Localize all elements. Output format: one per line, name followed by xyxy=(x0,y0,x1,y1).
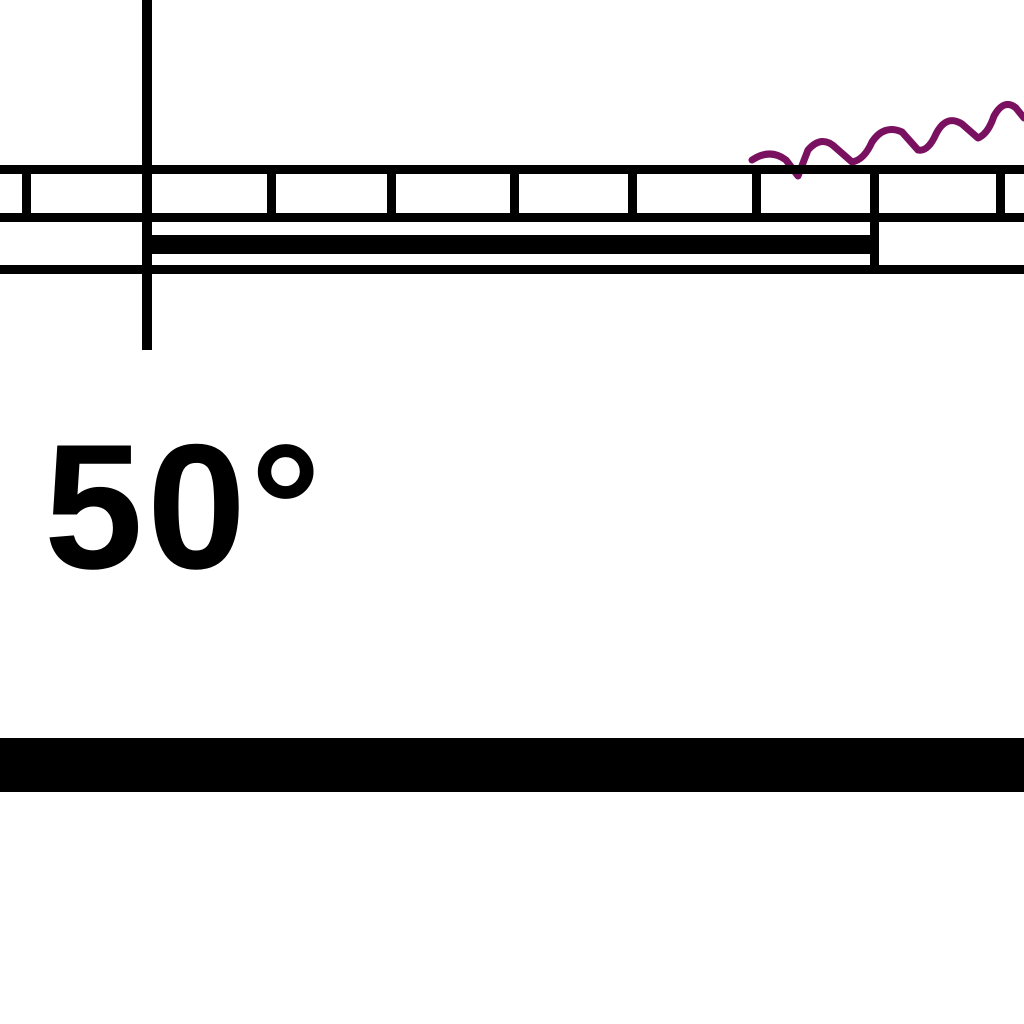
scale-bar-segment xyxy=(147,235,873,254)
minute-tick xyxy=(267,170,276,218)
minute-tick xyxy=(752,170,761,218)
border-top-rule xyxy=(0,165,1024,174)
coastline-line xyxy=(748,100,1024,180)
border-bottom-rule xyxy=(0,265,1024,274)
minute-tick xyxy=(510,170,519,218)
neatline xyxy=(0,738,1024,792)
meridian-line xyxy=(142,0,152,350)
minute-tick xyxy=(387,170,396,218)
minute-ticks xyxy=(22,170,1005,218)
minute-tick xyxy=(628,170,637,218)
latitude-label: 50° xyxy=(44,407,325,606)
scale-bar-end xyxy=(870,170,879,270)
minute-tick xyxy=(22,170,31,218)
minute-tick xyxy=(996,170,1005,218)
